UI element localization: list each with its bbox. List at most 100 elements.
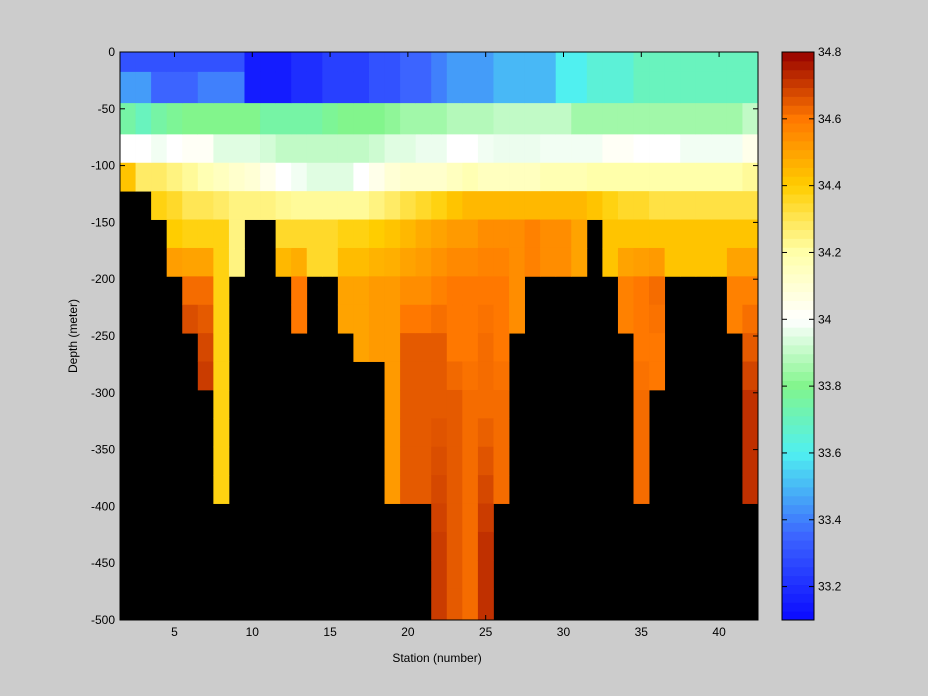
colorbar-swatch <box>782 60 814 71</box>
heatmap-cell <box>431 304 448 334</box>
colorbar-tick-label: 34.6 <box>818 112 842 126</box>
heatmap-cell <box>384 361 401 391</box>
heatmap-cell <box>446 247 463 277</box>
heatmap-cell <box>182 247 199 277</box>
heatmap-cell <box>400 219 417 249</box>
heatmap-cell <box>337 276 354 306</box>
heatmap-cell <box>182 52 199 73</box>
heatmap-cell <box>446 304 463 334</box>
heatmap-cell <box>477 247 494 277</box>
heatmap-cell <box>260 103 277 135</box>
colorbar-swatch <box>782 513 814 523</box>
heatmap-cell <box>462 361 479 391</box>
heatmap-cell <box>384 333 401 362</box>
heatmap-cell <box>509 162 525 192</box>
heatmap-cell <box>197 333 214 362</box>
heatmap-cell <box>322 103 339 135</box>
heatmap-cell <box>509 304 525 334</box>
heatmap-cell <box>384 247 401 277</box>
heatmap-cell <box>275 162 292 192</box>
heatmap-cell <box>649 162 666 192</box>
heatmap-cell <box>477 418 494 448</box>
colorbar-swatch <box>782 291 814 302</box>
heatmap-cell <box>493 134 510 164</box>
heatmap-cell <box>415 333 432 362</box>
heatmap-cell <box>431 247 448 277</box>
heatmap-cell <box>571 71 588 104</box>
colorbar-swatch <box>782 478 814 488</box>
heatmap-cell <box>633 52 650 73</box>
y-tick-label: 0 <box>108 45 115 59</box>
heatmap-cell <box>695 191 712 220</box>
heatmap-cell <box>493 304 510 334</box>
heatmap-cell <box>120 162 136 192</box>
colorbar-swatch <box>782 176 814 186</box>
heatmap-cell <box>337 52 354 73</box>
y-tick-label: -450 <box>91 556 115 570</box>
heatmap-cell <box>120 134 136 164</box>
heatmap-cell <box>400 389 417 419</box>
heatmap-cell <box>166 247 183 277</box>
heatmap-cell <box>586 134 603 164</box>
heatmap-cell <box>306 71 323 104</box>
heatmap-cell <box>446 219 463 249</box>
heatmap-cell <box>400 446 417 476</box>
colorbar-swatch <box>782 442 814 452</box>
heatmap-cell <box>135 134 152 164</box>
heatmap-cell <box>664 219 681 249</box>
heatmap-cell <box>353 134 370 164</box>
heatmap-cell <box>291 276 308 306</box>
heatmap-cell <box>477 503 494 533</box>
heatmap-cell <box>742 219 759 249</box>
heatmap-cell <box>633 304 650 334</box>
heatmap-cell <box>633 361 650 391</box>
colorbar-swatch <box>782 105 814 115</box>
heatmap-cell <box>524 162 541 192</box>
heatmap-cell <box>586 71 603 104</box>
heatmap-cell <box>275 191 292 220</box>
heatmap-cell <box>306 162 323 192</box>
colorbar-swatch <box>782 469 814 479</box>
heatmap-cell <box>431 588 448 621</box>
colorbar-swatch <box>782 238 814 248</box>
heatmap-cell <box>711 71 728 104</box>
heatmap-cell <box>726 191 743 220</box>
heatmap-cell <box>228 71 245 104</box>
heatmap-cell <box>213 361 230 391</box>
heatmap-cell <box>400 361 417 391</box>
colorbar-swatch <box>782 211 814 222</box>
heatmap-cell <box>353 276 370 306</box>
heatmap-cell <box>649 134 666 164</box>
heatmap-cell <box>617 134 634 164</box>
heatmap-cell <box>431 219 448 249</box>
heatmap-cell <box>524 134 541 164</box>
heatmap-cell <box>384 446 401 476</box>
heatmap-cell <box>431 475 448 504</box>
heatmap-cell <box>291 247 308 277</box>
heatmap-cell <box>633 191 650 220</box>
colorbar-swatch <box>782 52 814 62</box>
heatmap-cell <box>493 219 510 249</box>
heatmap-cell <box>213 247 230 277</box>
heatmap-cell <box>695 219 712 249</box>
heatmap-cell <box>446 560 463 590</box>
heatmap-cell <box>571 103 588 135</box>
heatmap-cell <box>649 103 666 135</box>
heatmap-cell <box>446 134 463 164</box>
heatmap-cell <box>664 103 681 135</box>
colorbar-swatch <box>782 96 814 106</box>
y-tick-label: -50 <box>98 102 116 116</box>
heatmap-cell <box>151 134 168 164</box>
heatmap-cell <box>213 446 230 476</box>
heatmap-cell <box>353 162 370 192</box>
heatmap-cell <box>384 162 401 192</box>
heatmap-cell <box>602 162 619 192</box>
heatmap-cell <box>228 219 245 249</box>
heatmap-cell <box>182 304 199 334</box>
heatmap-cell <box>586 162 603 192</box>
heatmap-cell <box>571 247 588 277</box>
heatmap-cell <box>182 276 199 306</box>
heatmap-cell <box>680 71 697 104</box>
heatmap-cell <box>368 247 385 277</box>
heatmap-cell <box>337 304 354 334</box>
